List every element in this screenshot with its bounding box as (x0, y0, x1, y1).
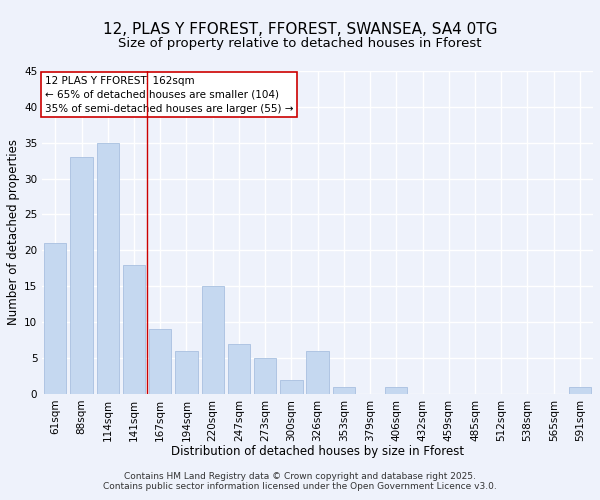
Bar (228, 344, 250, 394)
Bar (97, 142, 119, 394)
Bar (333, 386, 355, 394)
Bar (569, 386, 591, 394)
Bar (123, 264, 145, 394)
Text: 12 PLAS Y FFOREST: 162sqm
← 65% of detached houses are smaller (104)
35% of semi: 12 PLAS Y FFOREST: 162sqm ← 65% of detac… (45, 76, 293, 114)
Bar (385, 386, 407, 394)
Bar (202, 286, 224, 394)
Text: Contains public sector information licensed under the Open Government Licence v3: Contains public sector information licen… (103, 482, 497, 491)
Text: 12, PLAS Y FFOREST, FFOREST, SWANSEA, SA4 0TG: 12, PLAS Y FFOREST, FFOREST, SWANSEA, SA… (103, 22, 497, 38)
Bar (280, 380, 302, 394)
Bar (149, 330, 172, 394)
Y-axis label: Number of detached properties: Number of detached properties (7, 140, 20, 326)
X-axis label: Distribution of detached houses by size in Fforest: Distribution of detached houses by size … (171, 445, 464, 458)
Bar (175, 351, 197, 394)
Text: Contains HM Land Registry data © Crown copyright and database right 2025.: Contains HM Land Registry data © Crown c… (124, 472, 476, 481)
Bar (307, 351, 329, 394)
Bar (254, 358, 277, 394)
Bar (70, 157, 93, 394)
Text: Size of property relative to detached houses in Fforest: Size of property relative to detached ho… (118, 38, 482, 51)
Bar (44, 243, 67, 394)
